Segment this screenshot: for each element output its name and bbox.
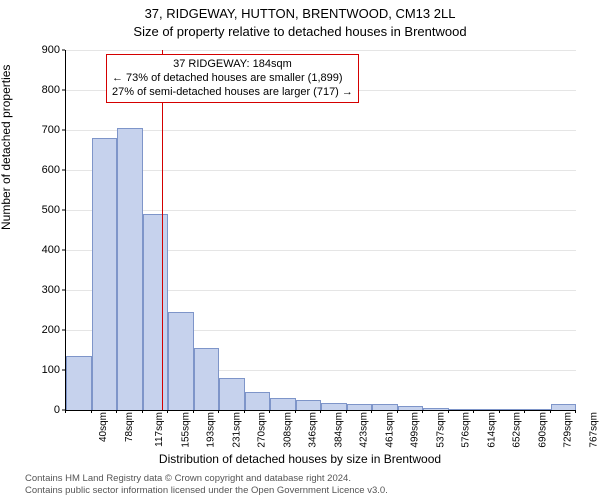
x-tick-label: 767sqm <box>588 412 599 448</box>
gridline <box>66 210 576 211</box>
histogram-bar <box>321 403 347 410</box>
x-tick-label: 117sqm <box>154 412 165 447</box>
x-tick-mark <box>320 410 321 413</box>
x-tick-mark <box>91 410 92 413</box>
x-tick-mark <box>269 410 270 413</box>
x-tick-label: 499sqm <box>410 412 421 448</box>
x-tick-mark <box>218 410 219 413</box>
histogram-bar <box>500 409 526 410</box>
x-tick-mark <box>524 410 525 413</box>
y-tick-label: 100 <box>30 364 60 376</box>
x-tick-label: 231sqm <box>231 412 242 448</box>
reference-line <box>162 50 163 410</box>
footer-line-2: Contains public sector information licen… <box>25 485 388 496</box>
x-tick-label: 384sqm <box>333 412 344 448</box>
x-tick-label: 537sqm <box>435 412 446 448</box>
histogram-bar <box>92 138 118 410</box>
y-tick-label: 500 <box>30 204 60 216</box>
x-tick-label: 78sqm <box>124 412 135 442</box>
x-tick-mark <box>499 410 500 413</box>
footer: Contains HM Land Registry data © Crown c… <box>25 473 388 496</box>
y-tick-label: 900 <box>30 44 60 56</box>
histogram-bar <box>449 409 475 410</box>
x-tick-label: 308sqm <box>282 412 293 448</box>
x-tick-mark <box>550 410 551 413</box>
x-tick-mark <box>397 410 398 413</box>
y-tick-label: 300 <box>30 284 60 296</box>
x-tick-mark <box>346 410 347 413</box>
histogram-bar <box>66 356 92 410</box>
x-tick-label: 270sqm <box>257 412 268 448</box>
chart-container: 37, RIDGEWAY, HUTTON, BRENTWOOD, CM13 2L… <box>0 0 600 500</box>
histogram-bar <box>474 409 500 410</box>
x-tick-mark <box>244 410 245 413</box>
histogram-bar <box>551 404 577 410</box>
chart-subtitle: Size of property relative to detached ho… <box>0 24 600 39</box>
y-tick-label: 600 <box>30 164 60 176</box>
x-tick-mark <box>371 410 372 413</box>
histogram-bar <box>525 409 551 410</box>
x-tick-label: 40sqm <box>98 412 109 442</box>
y-tick-label: 700 <box>30 124 60 136</box>
x-tick-label: 193sqm <box>206 412 217 448</box>
y-axis-label: Number of detached properties <box>0 65 13 230</box>
gridline <box>66 170 576 171</box>
x-tick-label: 346sqm <box>308 412 319 448</box>
x-axis-label: Distribution of detached houses by size … <box>0 452 600 466</box>
footer-line-1: Contains HM Land Registry data © Crown c… <box>25 473 388 484</box>
histogram-bar <box>347 404 373 410</box>
y-tick-label: 200 <box>30 324 60 336</box>
y-tick-label: 800 <box>30 84 60 96</box>
x-tick-mark <box>65 410 66 413</box>
histogram-bar <box>245 392 271 410</box>
histogram-bar <box>270 398 296 410</box>
histogram-bar <box>194 348 220 410</box>
x-tick-mark <box>193 410 194 413</box>
histogram-bar <box>168 312 194 410</box>
histogram-bar <box>117 128 143 410</box>
histogram-bar <box>296 400 322 410</box>
x-tick-label: 652sqm <box>512 412 523 448</box>
y-tick-label: 400 <box>30 244 60 256</box>
x-tick-mark <box>167 410 168 413</box>
x-tick-mark <box>575 410 576 413</box>
x-tick-label: 155sqm <box>180 412 191 448</box>
x-tick-mark <box>473 410 474 413</box>
x-tick-mark <box>116 410 117 413</box>
histogram-bar <box>143 214 169 410</box>
gridline <box>66 50 576 51</box>
histogram-bar <box>423 408 449 410</box>
annotation-line-1: 37 RIDGEWAY: 184sqm <box>112 58 353 72</box>
x-tick-label: 423sqm <box>359 412 370 448</box>
histogram-bar <box>372 404 398 410</box>
gridline <box>66 130 576 131</box>
x-tick-mark <box>142 410 143 413</box>
annotation-line-2: ← 73% of detached houses are smaller (1,… <box>112 72 353 86</box>
x-tick-label: 614sqm <box>486 412 497 448</box>
x-tick-mark <box>295 410 296 413</box>
x-tick-label: 690sqm <box>537 412 548 448</box>
annotation-line-3: 27% of semi-detached houses are larger (… <box>112 86 353 100</box>
chart-title: 37, RIDGEWAY, HUTTON, BRENTWOOD, CM13 2L… <box>0 6 600 21</box>
x-tick-mark <box>448 410 449 413</box>
y-tick-label: 0 <box>30 404 60 416</box>
x-tick-mark <box>422 410 423 413</box>
histogram-bar <box>219 378 245 410</box>
plot-area: 37 RIDGEWAY: 184sqm ← 73% of detached ho… <box>65 50 576 411</box>
annotation-box: 37 RIDGEWAY: 184sqm ← 73% of detached ho… <box>106 54 359 103</box>
x-tick-label: 729sqm <box>563 412 574 448</box>
histogram-bar <box>398 406 424 410</box>
x-tick-label: 461sqm <box>384 412 395 448</box>
x-tick-label: 576sqm <box>461 412 472 448</box>
